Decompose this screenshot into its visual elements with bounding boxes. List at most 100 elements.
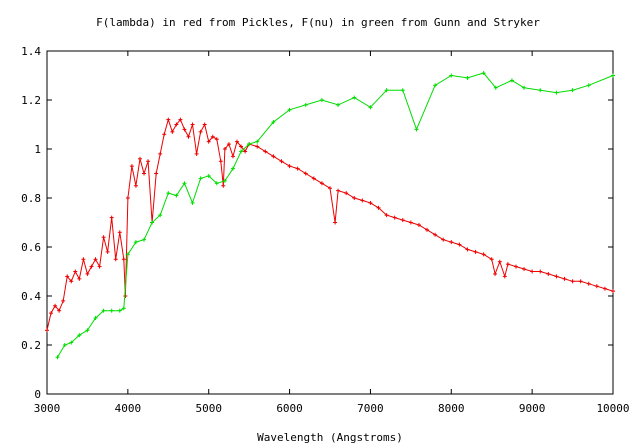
data-point <box>570 88 575 93</box>
data-point <box>481 252 486 257</box>
data-point <box>194 151 199 156</box>
data-point <box>586 83 591 88</box>
y-tick-label: 0 <box>34 388 41 401</box>
data-point <box>502 274 507 279</box>
data-point <box>77 333 82 338</box>
data-point <box>97 264 102 269</box>
y-tick-label: 1 <box>34 143 41 156</box>
x-tick-label: 7000 <box>357 402 384 415</box>
data-point <box>146 159 151 164</box>
data-point <box>214 181 219 186</box>
data-point <box>117 308 122 313</box>
x-axis: 3000 4000 5000 6000 7000 8000 9000 10000 <box>34 51 630 415</box>
y-tick-label: 0.8 <box>21 192 41 205</box>
data-point <box>344 191 349 196</box>
series-line-0 <box>46 117 614 331</box>
data-point <box>109 215 114 220</box>
data-point <box>255 144 260 149</box>
y-tick-label: 1.2 <box>21 94 41 107</box>
data-point <box>49 311 54 316</box>
data-point <box>230 166 235 171</box>
data-point <box>142 171 147 176</box>
data-point <box>360 198 365 203</box>
data-point <box>570 279 575 284</box>
data-point <box>554 274 559 279</box>
data-point <box>352 196 357 200</box>
data-point <box>214 137 219 142</box>
data-point <box>384 213 389 218</box>
data-point <box>129 164 134 169</box>
data-point <box>538 269 543 274</box>
data-point <box>206 139 211 144</box>
data-point <box>594 284 599 289</box>
data-point <box>400 218 405 223</box>
data-point <box>433 232 438 237</box>
data-point <box>336 188 341 193</box>
data-point <box>247 142 252 147</box>
data-point <box>121 306 126 311</box>
data-point <box>105 249 110 254</box>
x-tick-label: 8000 <box>438 402 465 415</box>
data-point <box>255 139 260 144</box>
x-tick-label: 3000 <box>34 402 61 415</box>
x-tick-label: 4000 <box>115 402 142 415</box>
data-point <box>497 259 502 264</box>
data-point <box>57 308 62 313</box>
data-point <box>202 122 207 127</box>
data-point <box>113 257 118 262</box>
data-point <box>416 222 421 227</box>
data-point <box>425 227 430 232</box>
data-point <box>222 178 227 183</box>
data-point <box>142 237 147 242</box>
data-point <box>190 122 195 127</box>
data-point <box>287 107 292 112</box>
data-point <box>222 147 227 151</box>
data-point <box>319 98 324 102</box>
y-tick-label: 1.4 <box>21 45 41 58</box>
data-point <box>182 127 187 132</box>
data-point <box>166 191 171 196</box>
data-point <box>611 289 615 294</box>
data-point <box>602 286 607 291</box>
data-point <box>174 193 179 198</box>
data-point <box>117 230 122 235</box>
data-point <box>433 83 438 88</box>
data-point <box>400 88 405 93</box>
data-point <box>89 264 94 269</box>
data-point <box>137 156 142 161</box>
data-point <box>457 242 462 247</box>
y-tick-label: 0.6 <box>21 241 41 254</box>
data-point <box>65 274 70 279</box>
y-axis: 0 0.2 0.4 0.6 0.8 1 1.2 1.4 <box>21 45 613 401</box>
data-point <box>162 132 167 137</box>
data-point <box>522 85 527 90</box>
data-point <box>93 316 98 321</box>
data-point <box>493 271 498 276</box>
data-point <box>513 264 518 269</box>
data-point <box>174 122 179 127</box>
data-point <box>170 129 175 134</box>
data-point <box>303 102 308 107</box>
series-layer <box>45 71 615 360</box>
x-tick-label: 10000 <box>596 402 629 415</box>
data-point <box>287 164 292 169</box>
data-point <box>61 298 66 303</box>
data-point <box>522 267 527 272</box>
data-point <box>505 262 510 267</box>
data-point <box>368 105 373 110</box>
x-tick-label: 6000 <box>276 402 303 415</box>
data-point <box>441 237 446 242</box>
data-point <box>271 120 276 125</box>
data-point <box>481 71 486 76</box>
data-point <box>239 144 244 149</box>
data-point <box>69 340 74 345</box>
data-point <box>210 134 215 139</box>
data-point <box>218 159 223 164</box>
data-point <box>150 220 155 225</box>
data-point <box>376 205 381 210</box>
data-point <box>182 181 187 186</box>
data-point <box>311 176 316 181</box>
data-point <box>303 171 308 176</box>
data-point <box>109 308 114 313</box>
